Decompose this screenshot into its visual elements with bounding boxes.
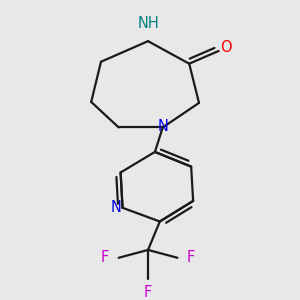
Text: N: N: [110, 200, 121, 215]
Text: F: F: [187, 250, 195, 265]
Text: N: N: [157, 119, 168, 134]
Text: F: F: [144, 285, 152, 300]
Text: O: O: [220, 40, 231, 55]
Text: NH: NH: [137, 16, 159, 32]
Text: F: F: [101, 250, 109, 265]
